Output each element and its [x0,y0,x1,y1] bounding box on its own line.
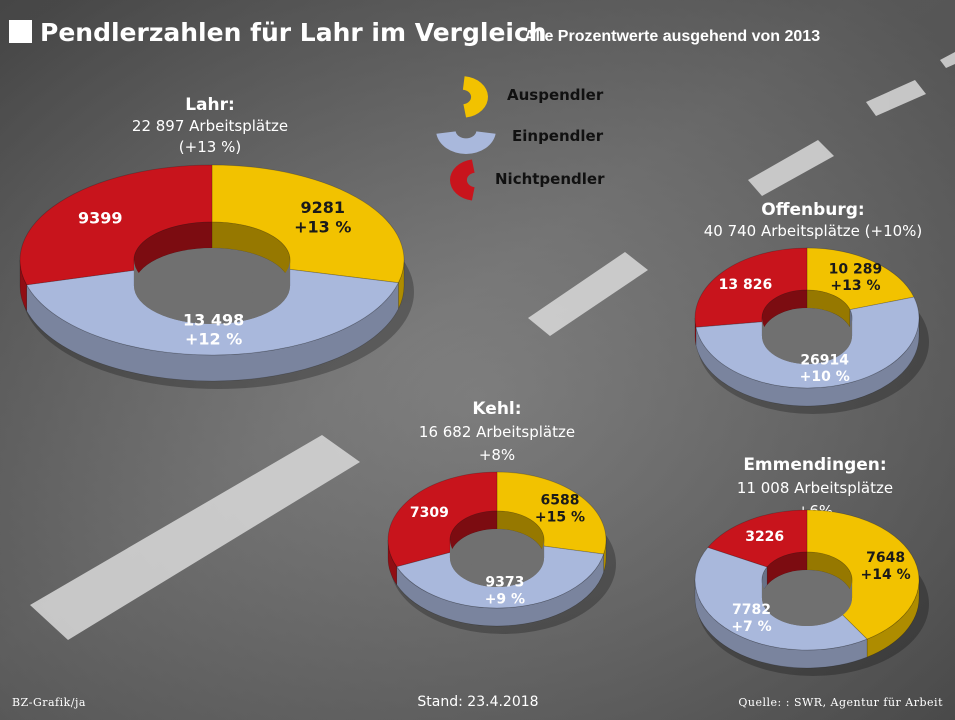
jobs-line-lahr: 22 897 Arbeitsplätze [132,117,288,135]
jobs-line-offenburg: 40 740 Arbeitsplätze (+10%) [704,222,923,240]
donut-chart-emmendingen: 7648+14 % 7782+7 % 3226 [694,509,929,676]
donut-hole-front [134,260,290,324]
value-label-auspendler-lahr: 9281 [300,198,345,217]
city-name-emmendingen: Emmendingen: [743,455,886,475]
change-label-einpendler-emmendingen: +7 % [731,619,771,635]
title-square-icon [9,20,32,43]
slice-side-einpendler-offenburg [695,317,920,407]
road-marking-dash-4 [940,52,955,68]
change-label-auspendler-kehl: +15 % [535,510,585,526]
donut-chart-kehl: 6588+15 % 9373+9 % 7309 [387,471,616,634]
value-label-nichtpendler-offenburg: 13 826 [719,277,773,293]
change-label-auspendler-offenburg: +13 % [830,278,880,294]
offenburg-heading: Offenburg: 40 740 Arbeitsplätze (+10%) [704,200,923,240]
donut-chart-lahr: 9281+13 % 13 498+12 % 9399 [19,164,414,389]
legend: Auspendler Einpendler Nichtpendler [436,76,605,201]
legend-swatch-einpendler [436,131,496,155]
donut-hole-front [762,318,852,364]
chart-title: Pendlerzahlen für Lahr im Vergleich [40,18,547,47]
kehl-heading: Kehl: 16 682 Arbeitsplätze +8% [419,399,575,464]
value-label-auspendler-emmendingen: 7648 [866,550,905,566]
emmendingen-heading: Emmendingen: 11 008 Arbeitsplätze +6% [737,455,893,520]
change-line-lahr: (+13 %) [179,138,241,156]
road-marking-dash-2 [748,140,834,196]
donut-chart-offenburg: 10 289+13 % 26914+10 % 13 826 [694,247,929,414]
chart-subtitle: Alle Prozentwerte ausgehend von 2013 [524,28,820,45]
change-label-einpendler-lahr: +12 % [185,330,242,349]
change-label-auspendler-lahr: +13 % [294,217,351,236]
city-name-offenburg: Offenburg: [761,200,864,220]
legend-label-auspendler: Auspendler [507,86,604,104]
road-markings [30,52,955,640]
road-marking-long [30,435,360,640]
jobs-line-kehl: 16 682 Arbeitsplätze [419,423,575,441]
legend-swatch-nichtpendler [450,159,475,201]
road-marking-dash-3 [866,80,926,116]
value-label-auspendler-kehl: 6588 [541,493,580,509]
value-label-einpendler-kehl: 9373 [485,575,524,591]
footer-credit: BZ-Grafik/ja [12,696,86,709]
change-label-einpendler-offenburg: +10 % [800,369,850,385]
footer-source: Quelle: : SWR, Agentur für Arbeit [738,696,943,709]
legend-label-nichtpendler: Nichtpendler [495,170,605,188]
city-name-kehl: Kehl: [472,399,521,419]
value-label-nichtpendler-lahr: 9399 [78,208,123,227]
change-label-einpendler-kehl: +9 % [485,592,525,608]
jobs-line-emmendingen: 11 008 Arbeitsplätze [737,479,893,497]
footer-stand: Stand: 23.4.2018 [417,694,538,710]
donut-hole-front [762,580,852,626]
value-label-einpendler-emmendingen: 7782 [732,602,771,618]
value-label-nichtpendler-emmendingen: 3226 [745,529,784,545]
donut-hole-front [450,540,544,587]
legend-swatch-auspendler [462,76,488,118]
change-label-auspendler-emmendingen: +14 % [861,567,911,583]
lahr-heading: Lahr: 22 897 Arbeitsplätze (+13 %) [132,95,288,156]
value-label-einpendler-offenburg: 26914 [800,352,849,368]
slice-nichtpendler-kehl [387,471,498,568]
legend-label-einpendler: Einpendler [512,127,604,145]
value-label-nichtpendler-kehl: 7309 [410,505,449,521]
value-label-einpendler-lahr: 13 498 [183,310,244,329]
change-line-kehl: +8% [479,446,515,464]
city-name-lahr: Lahr: [185,95,235,115]
road-marking-dash-1 [528,252,648,336]
value-label-auspendler-offenburg: 10 289 [829,261,883,277]
